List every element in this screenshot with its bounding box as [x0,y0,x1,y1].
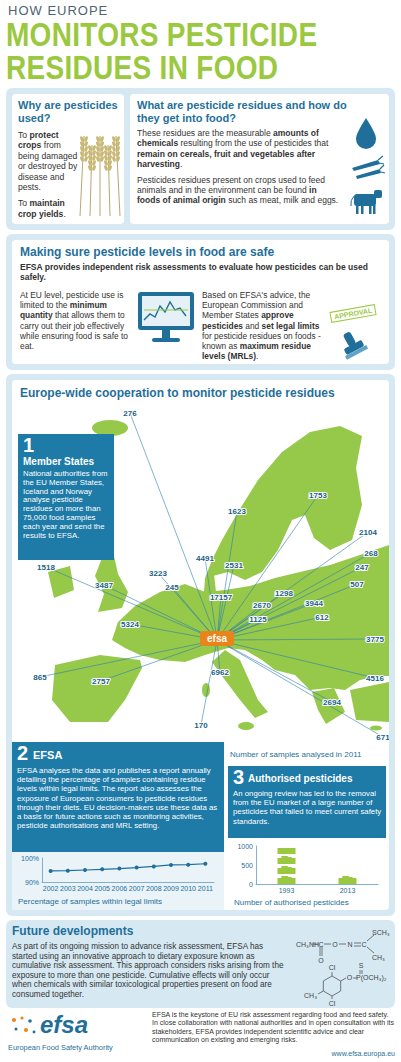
svg-text:2006: 2006 [112,885,128,892]
svg-text:2009: 2009 [163,885,179,892]
svg-text:2004: 2004 [77,885,93,892]
svg-text:268: 268 [364,549,378,558]
html-text:Number of authorised pesticide: Number of authorised pesticides [234,898,349,907]
svg-text:2010: 2010 [180,885,196,892]
html-text:Pesticides residues present on: Pesticides residues present on crops use… [137,174,339,206]
html-text:To maintain crop yields.: To maintain crop yields. [18,198,66,219]
svg-text:O: O [347,974,353,981]
svg-text:C: C [361,941,366,948]
svg-text:CH₃NH: CH₃NH [296,941,319,948]
html-text:Making sure pesticide levels i: Making sure pesticide levels in food are… [20,245,275,259]
html-text:Based on EFSA's advice, the Eu: Based on EFSA's advice, the European Com… [202,290,320,331]
svg-text:2002: 2002 [43,885,59,892]
html-text:Future developments: Future developments [12,924,134,938]
svg-text:efsa: efsa [207,633,227,644]
svg-text:500: 500 [241,862,253,869]
svg-text:SCH₃: SCH₃ [372,929,390,936]
html-text:What are pesticide residues an: What are pesticide residues and how do t… [137,99,347,124]
html-text:MONITORS PESTICIDE: MONITORS PESTICIDE [6,16,318,54]
html-text:Percentage of samples within l: Percentage of samples within legal limit… [18,897,163,906]
html-text:3 Authorised pesticides: 3 Authorised pesticides [233,766,353,788]
svg-text:CH₃: CH₃ [304,992,317,999]
html-text:Why are pesticides used?: Why are pesticides used? [18,99,118,124]
html-text:At EU level, pesticide use is: At EU level, pesticide use is limited to… [20,290,128,351]
html-text:These residues are the measura: These residues are the measurable amount… [137,128,329,149]
html-text:Number of samples analysed in: Number of samples analysed in 2011 [230,750,362,759]
html-text:1: 1 [23,434,35,456]
svg-text:2013: 2013 [340,887,356,894]
svg-text:1623: 1623 [228,507,246,516]
svg-text:671: 671 [376,733,389,742]
svg-text:1125: 1125 [249,615,267,624]
html-text:EFSA analyses the data and pub: EFSA analyses the data and publishes a r… [17,766,218,831]
svg-text:3944: 3944 [305,599,323,608]
svg-text:865: 865 [33,673,47,682]
svg-text:3487: 3487 [95,581,113,590]
svg-text:3223: 3223 [149,569,167,578]
svg-text:P(OCH₃)₂: P(OCH₃)₂ [356,974,387,982]
html-text:HOW EUROPE: HOW EUROPE [8,3,109,18]
svg-text:C: C [318,941,323,948]
html-text:remain on cereals, fruit and v: remain on cereals, fruit and vegetables … [137,148,316,170]
html-text:EFSA is the keystone of EU ris: EFSA is the keystone of EU risk assessme… [152,1011,394,1044]
svg-text:276: 276 [123,409,137,418]
svg-text:2007: 2007 [129,885,145,892]
svg-text:O: O [318,957,324,964]
svg-text:1000: 1000 [237,843,253,850]
svg-text:2757: 2757 [92,677,110,686]
svg-text:2694: 2694 [323,698,341,707]
html-text:for pesticide residues on food: for pesticide residues on foods - known … [202,330,321,362]
svg-text:1518: 1518 [37,563,55,572]
svg-text:6962: 6962 [211,668,229,677]
svg-text:2005: 2005 [94,885,110,892]
svg-text:CH₃: CH₃ [372,954,385,961]
svg-text:O: O [332,941,338,948]
svg-text:612: 612 [315,613,329,622]
html-text:Europe-wide cooperation to mon: Europe-wide cooperation to monitor pesti… [20,386,335,400]
html-text:As part of its ongoing mission: As part of its ongoing mission to advanc… [12,942,284,999]
svg-text:1298: 1298 [275,589,293,598]
svg-text:247: 247 [355,563,369,572]
svg-text:Cl: Cl [329,1000,336,1007]
svg-text:Cl: Cl [329,964,336,971]
svg-text:1993: 1993 [279,887,295,894]
svg-text:507: 507 [350,580,364,589]
svg-text:0: 0 [249,881,253,888]
svg-text:90%: 90% [25,879,39,886]
svg-text:3775: 3775 [366,635,384,644]
html-text:APPROVAL: APPROVAL [333,306,373,321]
svg-text:2670: 2670 [253,601,271,610]
svg-text:2531: 2531 [225,561,243,570]
svg-text:2011: 2011 [198,885,213,892]
svg-text:5324: 5324 [121,620,139,629]
svg-text:100%: 100% [21,855,39,862]
svg-text:N: N [347,941,352,948]
html-text:www.efsa.europa.eu: www.efsa.europa.eu [331,1050,395,1057]
html-text:Member States: Member States [23,456,95,467]
svg-text:2104: 2104 [359,528,377,537]
html-text:To protect crops from being da: To protect crops from being damaged or d… [18,130,78,192]
svg-text:245: 245 [165,583,179,592]
svg-text:S: S [359,962,364,969]
svg-text:1753: 1753 [309,491,327,500]
html-text:European Food Safety Authority: European Food Safety Authority [8,1043,113,1052]
html-text:efsa: efsa [40,1011,88,1038]
svg-text:2008: 2008 [146,885,162,892]
html-text:National authorities from the: National authorities from the EU Member … [23,469,108,540]
html-text:2 EFSA: 2 EFSA [17,742,63,764]
svg-text:2003: 2003 [60,885,76,892]
html-text:An ongoing review has led to t: An ongoing review has led to the removal… [233,789,382,826]
svg-text:170: 170 [194,721,208,730]
svg-text:17157: 17157 [210,593,233,602]
svg-text:4516: 4516 [366,674,384,683]
html-text:EFSA provides independent risk: EFSA provides independent risk assessmen… [20,262,368,283]
html-text:RESIDUES IN FOOD: RESIDUES IN FOOD [6,49,279,87]
svg-text:4491: 4491 [196,554,214,563]
